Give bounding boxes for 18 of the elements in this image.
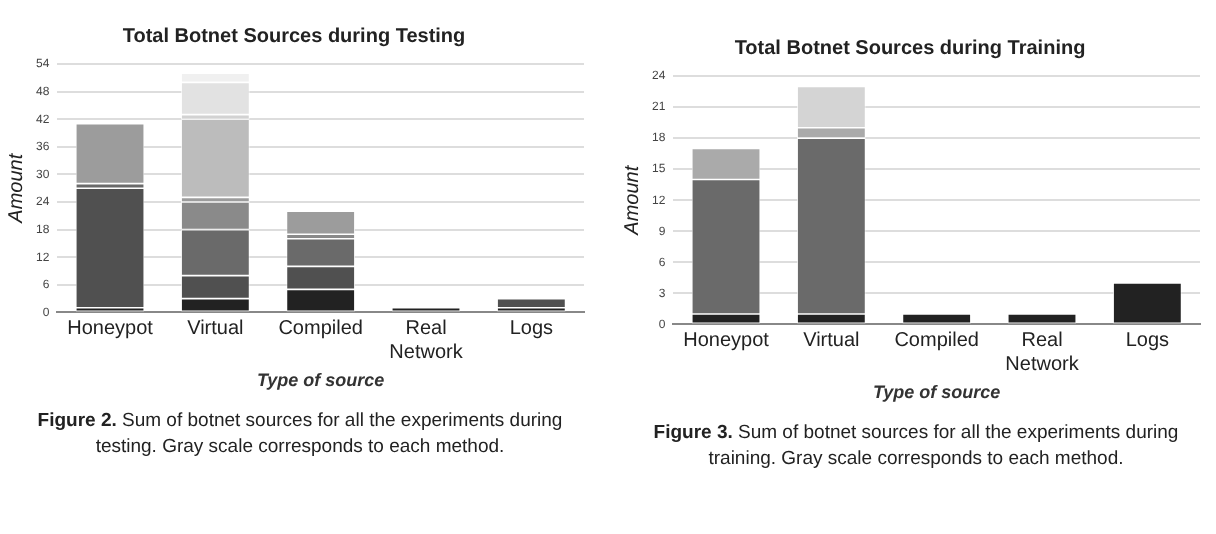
x-tick-label: Logs (1125, 329, 1170, 352)
y-axis-title: Amount (621, 163, 644, 237)
x-tick-label: Real Network (389, 317, 465, 364)
caption: Figure 3. Sum of botnet sources for all the experiments during training. Gray scale corresponds to each method. (653, 422, 1179, 470)
y-axis-title: Amount (5, 151, 28, 225)
x-axis-title: Type of source (872, 382, 1001, 403)
x-tick-label: Real Network (1005, 329, 1081, 376)
x-tick-label: Honeypot (683, 329, 770, 352)
x-tick-label: Logs (509, 317, 554, 340)
x-tick-label: Honeypot (67, 317, 154, 340)
x-axis-title: Type of source (256, 370, 385, 391)
x-tick-label: Compiled (894, 329, 979, 352)
x-tick-label: Virtual (187, 317, 244, 340)
chart-title: Total Botnet Sources during Testing (122, 25, 466, 48)
x-tick-label: Virtual (803, 329, 860, 352)
x-tick-label: Compiled (278, 317, 363, 340)
caption: Figure 2. Sum of botnet sources for all the experiments during testing. Gray scale corresponds to each method. (37, 410, 563, 458)
chart-title: Total Botnet Sources during Training (734, 37, 1086, 60)
